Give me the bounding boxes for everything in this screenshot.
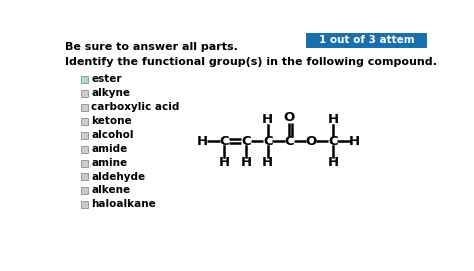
- Text: H: H: [262, 156, 273, 169]
- Bar: [81, 201, 88, 208]
- Text: H: H: [240, 156, 252, 169]
- Text: alkene: alkene: [91, 185, 130, 195]
- Bar: [81, 90, 88, 97]
- Text: H: H: [327, 156, 338, 169]
- Text: alcohol: alcohol: [91, 130, 134, 140]
- Text: Identify the functional group(s) in the following compound.: Identify the functional group(s) in the …: [65, 57, 438, 67]
- Text: O: O: [306, 135, 317, 148]
- Text: C: C: [263, 135, 273, 148]
- Text: 1 out of 3 attem: 1 out of 3 attem: [319, 35, 414, 45]
- Text: H: H: [327, 113, 338, 126]
- Bar: [81, 118, 88, 125]
- Text: ester: ester: [91, 75, 121, 85]
- Text: amide: amide: [91, 144, 128, 154]
- Text: C: C: [219, 135, 229, 148]
- Bar: [81, 146, 88, 153]
- Bar: [307, 33, 427, 48]
- Bar: [81, 187, 88, 194]
- Text: amine: amine: [91, 158, 127, 168]
- Text: haloalkane: haloalkane: [91, 199, 156, 209]
- Text: C: C: [241, 135, 251, 148]
- Text: C: C: [328, 135, 337, 148]
- Bar: [81, 76, 88, 83]
- Text: alkyne: alkyne: [91, 88, 130, 98]
- Text: carboxylic acid: carboxylic acid: [91, 102, 179, 112]
- Text: C: C: [284, 135, 294, 148]
- Text: O: O: [284, 111, 295, 124]
- Text: H: H: [219, 156, 230, 169]
- Text: H: H: [197, 135, 208, 148]
- Text: Be sure to answer all parts.: Be sure to answer all parts.: [65, 42, 238, 52]
- Bar: [81, 173, 88, 180]
- Text: aldehyde: aldehyde: [91, 172, 145, 182]
- Bar: [81, 132, 88, 139]
- Bar: [81, 160, 88, 166]
- Text: H: H: [262, 113, 273, 126]
- Bar: [81, 104, 88, 111]
- Text: H: H: [349, 135, 360, 148]
- Text: ketone: ketone: [91, 116, 132, 126]
